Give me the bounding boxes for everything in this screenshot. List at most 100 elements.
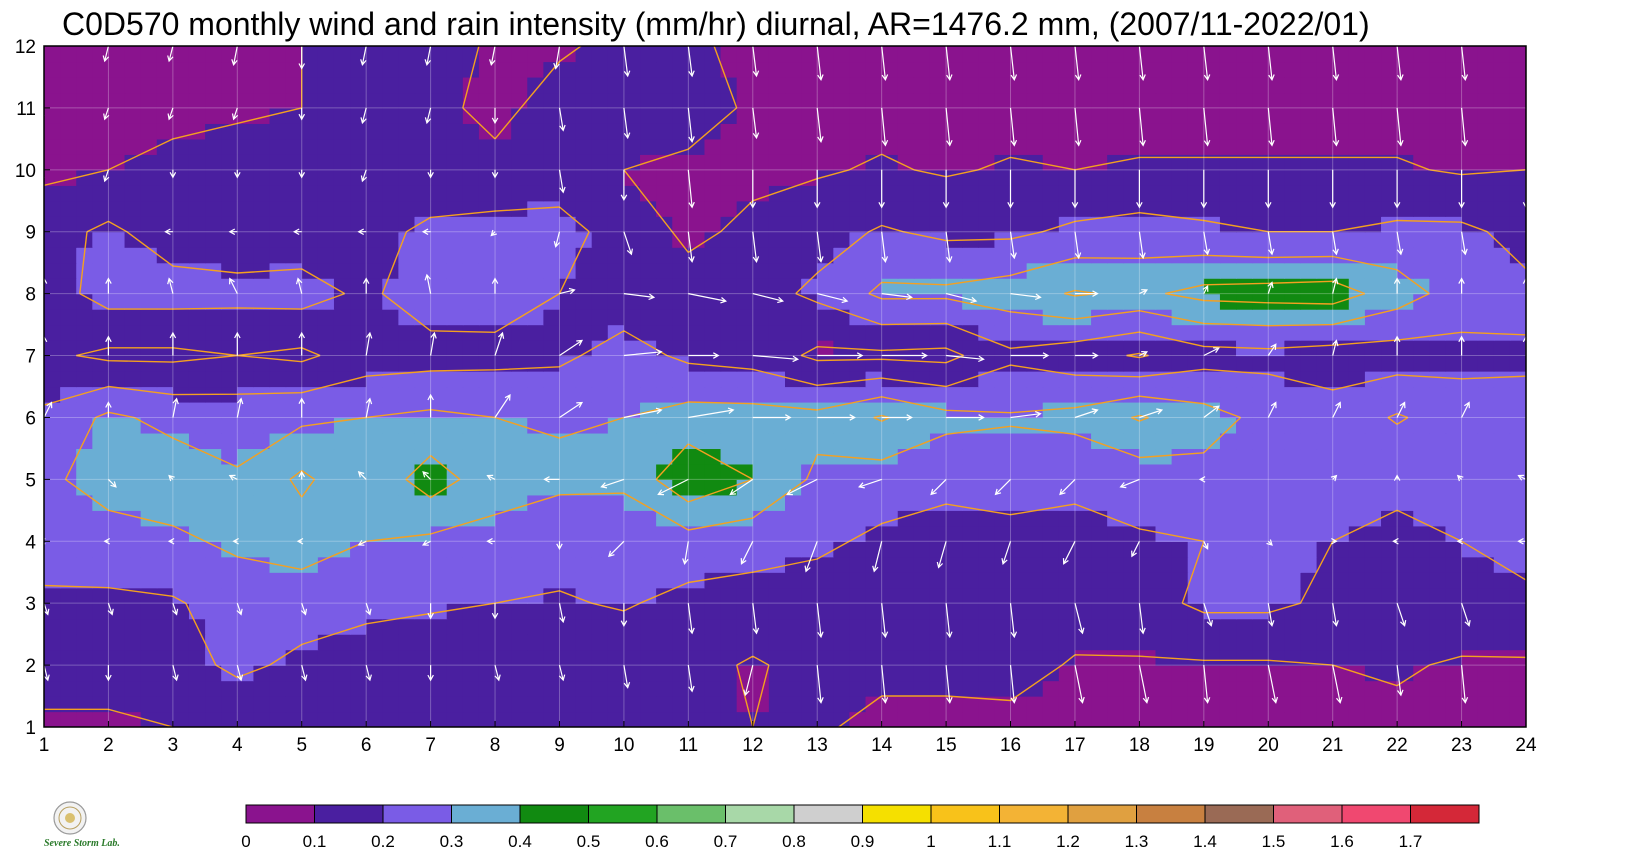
heat-cell — [382, 634, 399, 651]
heat-cell — [478, 432, 496, 450]
wind-arrow — [1009, 46, 1018, 82]
heat-cell — [623, 216, 641, 233]
heat-cell — [607, 494, 625, 511]
heat-cell — [640, 247, 657, 264]
heat-cell — [1316, 479, 1334, 496]
x-tick-label: 5 — [296, 735, 307, 756]
heat-cell — [108, 123, 126, 140]
heat-cell — [575, 696, 593, 713]
heat-cell — [672, 309, 689, 326]
heat-cell — [785, 107, 802, 124]
wind-arrow — [295, 277, 303, 294]
heat-cell — [543, 572, 561, 589]
heat-cell — [768, 386, 786, 403]
heat-cell — [237, 340, 255, 357]
heat-cell — [688, 340, 706, 357]
heat-cell — [752, 417, 770, 434]
heat-cell — [1477, 541, 1495, 558]
heat-cell — [1477, 61, 1495, 78]
heat-cell — [640, 309, 657, 326]
wind-arrow — [1203, 107, 1211, 147]
heat-cell — [1509, 479, 1526, 496]
heat-cell — [801, 371, 818, 388]
heat-cell — [446, 696, 464, 713]
heat-cell — [688, 231, 706, 248]
heat-cell — [897, 154, 915, 171]
heat-cell — [1155, 432, 1173, 450]
heat-cell — [108, 541, 126, 558]
heat-cell — [430, 309, 448, 326]
colorbar-tick-label: 0.5 — [577, 832, 601, 851]
colorbar-tick-label: 1.6 — [1330, 832, 1354, 851]
heat-cell — [1429, 432, 1447, 450]
heat-cell — [1074, 92, 1092, 109]
colorbar-tick-label: 0.4 — [508, 832, 532, 851]
heat-cell — [317, 92, 335, 109]
heat-cell — [60, 541, 77, 558]
heat-cell — [946, 665, 963, 682]
heat-cell — [865, 494, 883, 511]
heat-cell — [1107, 618, 1124, 635]
heat-cell — [188, 340, 206, 357]
heat-cell — [317, 355, 335, 372]
heat-cell — [1058, 169, 1076, 186]
heat-cell — [253, 138, 271, 155]
heat-cell — [253, 494, 271, 511]
heat-cell — [1461, 479, 1479, 496]
heat-cell — [382, 355, 399, 372]
heat-cell — [478, 603, 496, 620]
heat-cell — [1493, 262, 1511, 279]
heat-cell — [44, 556, 61, 573]
heat-cell — [1026, 711, 1044, 727]
heat-cell — [1397, 247, 1414, 264]
wind-arrow — [816, 107, 824, 143]
heat-cell — [1107, 541, 1124, 558]
heat-cell — [317, 572, 335, 589]
heat-cell — [1461, 680, 1479, 697]
heat-cell — [1509, 463, 1526, 480]
heat-cell — [1509, 185, 1526, 202]
heat-cell — [1348, 510, 1366, 527]
heat-cell — [591, 541, 609, 558]
heat-cell — [785, 185, 802, 202]
heat-cell — [1107, 247, 1124, 264]
heat-cell — [962, 463, 979, 480]
heat-cell — [446, 665, 464, 682]
heat-cell — [1477, 432, 1495, 450]
heat-cell — [269, 494, 287, 511]
heat-cell — [1493, 448, 1511, 465]
heat-cell — [1203, 665, 1221, 682]
heat-cell — [543, 463, 561, 480]
heat-cell — [1252, 46, 1269, 63]
wind-arrow — [946, 414, 985, 421]
heat-cell — [1381, 401, 1398, 419]
heat-cell — [1107, 107, 1124, 124]
heat-cell — [833, 200, 851, 217]
heat-cell — [591, 247, 609, 264]
heat-cell — [366, 463, 383, 480]
heat-cell — [1139, 665, 1157, 682]
heat-cell — [333, 324, 351, 341]
heat-cell — [817, 262, 834, 279]
heat-cell — [269, 61, 287, 78]
heat-cell — [1091, 665, 1108, 682]
heat-cell — [623, 371, 641, 388]
heat-cell — [881, 634, 899, 651]
heat-cell — [414, 200, 432, 217]
heat-cell — [1429, 46, 1447, 63]
heat-cell — [1171, 154, 1189, 171]
heat-cell — [478, 711, 496, 727]
heat-cell — [1123, 432, 1140, 450]
wind-arrow — [1332, 603, 1339, 627]
heat-cell — [881, 216, 899, 233]
heat-cell — [446, 169, 464, 186]
wind-arrow — [1267, 107, 1275, 147]
heat-cell — [817, 216, 834, 233]
heat-cell — [1300, 510, 1318, 527]
heat-cell — [1187, 123, 1205, 140]
heat-cell — [495, 200, 512, 217]
heat-cell — [285, 216, 303, 233]
heat-cell — [768, 448, 786, 465]
heat-cell — [623, 541, 641, 558]
heat-cell — [591, 46, 609, 63]
